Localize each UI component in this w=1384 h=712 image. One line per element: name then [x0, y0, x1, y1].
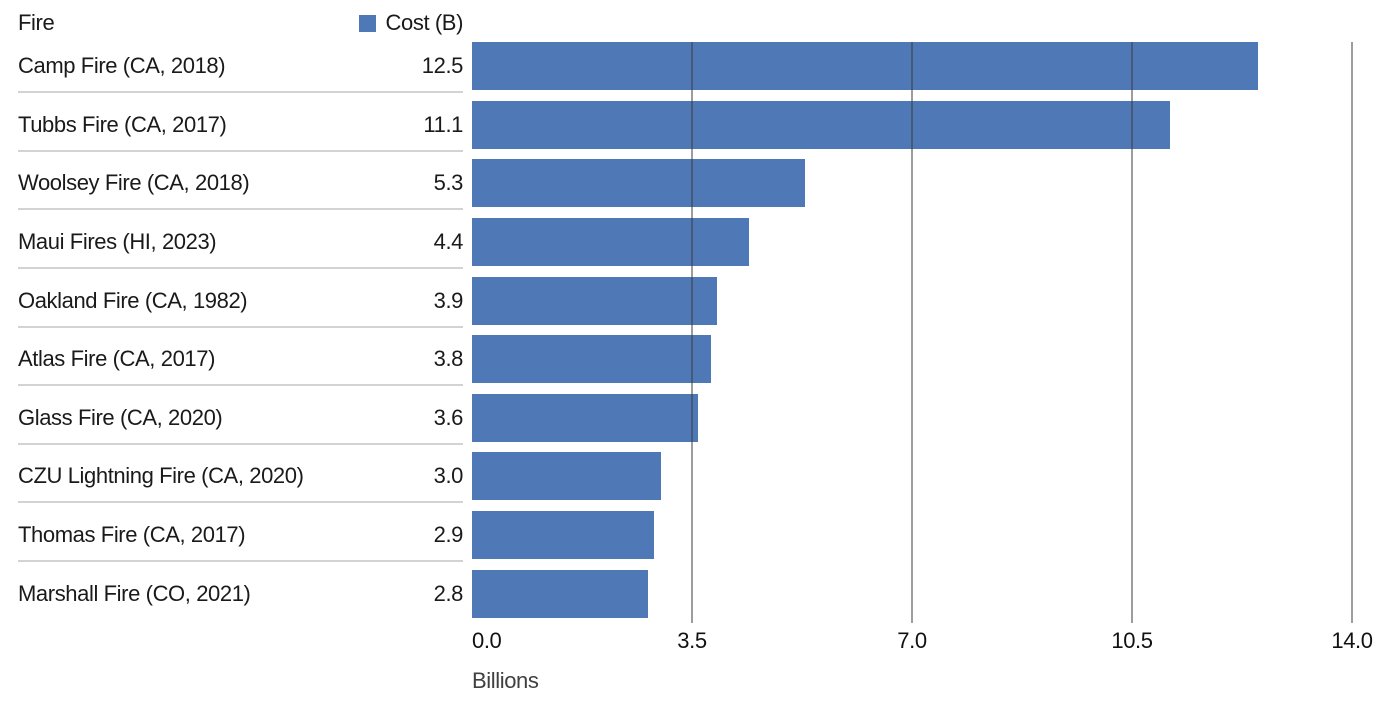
- row-divider: [18, 267, 463, 269]
- cost-bar: [472, 101, 1170, 149]
- table-row: Atlas Fire (CA, 2017) 3.8: [18, 335, 463, 383]
- fire-name-label: Maui Fires (HI, 2023): [18, 229, 217, 254]
- row-divider: [18, 443, 463, 445]
- cost-value-label: 3.6: [433, 405, 464, 430]
- cost-value-label: 3.0: [433, 463, 464, 488]
- legend-swatch-icon: [358, 14, 376, 32]
- vertical-gridline: [1351, 42, 1353, 623]
- cost-bar: [472, 277, 717, 325]
- cost-value-label: 2.8: [433, 581, 464, 606]
- fire-name-label: Thomas Fire (CA, 2017): [18, 522, 246, 547]
- cost-bar: [472, 452, 661, 500]
- table-row: Tubbs Fire (CA, 2017) 11.1: [18, 101, 463, 149]
- cost-bar: [472, 42, 1258, 90]
- vertical-gridline: [911, 42, 913, 623]
- x-axis-tick-label: 0.0: [472, 628, 502, 653]
- row-divider: [18, 560, 463, 562]
- x-axis-title: Billions: [472, 668, 539, 693]
- table-row: CZU Lightning Fire (CA, 2020) 3.0: [18, 452, 463, 500]
- cost-value-label: 4.4: [433, 229, 464, 254]
- chart-header-row: Fire Cost (B): [18, 8, 463, 38]
- fire-name-label: Tubbs Fire (CA, 2017): [18, 112, 227, 137]
- legend: Cost (B): [358, 10, 464, 36]
- fire-name-label: Camp Fire (CA, 2018): [18, 53, 226, 78]
- x-axis-tick-label: 3.5: [677, 628, 707, 653]
- cost-value-label: 12.5: [421, 53, 464, 78]
- cost-value-label: 11.1: [423, 112, 463, 137]
- cost-bar: [472, 335, 711, 383]
- fire-name-label: CZU Lightning Fire (CA, 2020): [18, 463, 304, 488]
- cost-bar: [472, 394, 698, 442]
- table-row: Maui Fires (HI, 2023) 4.4: [18, 218, 463, 266]
- fire-name-label: Marshall Fire (CO, 2021): [18, 581, 251, 606]
- legend-label: Cost (B): [385, 10, 464, 35]
- fire-name-label: Atlas Fire (CA, 2017): [18, 346, 216, 371]
- row-divider: [18, 501, 463, 503]
- cost-bar: [472, 511, 654, 559]
- fire-name-label: Oakland Fire (CA, 1982): [18, 288, 248, 313]
- fire-name-label: Glass Fire (CA, 2020): [18, 405, 223, 430]
- fire-name-label: Woolsey Fire (CA, 2018): [18, 170, 250, 195]
- vertical-gridline: [691, 42, 693, 623]
- table-row: Marshall Fire (CO, 2021) 2.8: [18, 570, 463, 618]
- row-divider: [18, 208, 463, 210]
- column-header-fire: Fire: [18, 10, 55, 35]
- row-divider: [18, 326, 463, 328]
- table-row: Thomas Fire (CA, 2017) 2.9: [18, 511, 463, 559]
- cost-value-label: 2.9: [433, 522, 464, 547]
- table-row: Glass Fire (CA, 2020) 3.6: [18, 394, 463, 442]
- x-axis-tick-label: 14.0: [1331, 628, 1373, 653]
- cost-value-label: 5.3: [433, 170, 464, 195]
- table-row: Camp Fire (CA, 2018) 12.5: [18, 42, 463, 90]
- x-axis-tick-label: 7.0: [897, 628, 927, 653]
- row-divider: [18, 384, 463, 386]
- x-axis-tick-label: 10.5: [1111, 628, 1153, 653]
- cost-bar: [472, 159, 805, 207]
- row-divider: [18, 91, 463, 93]
- cost-value-label: 3.9: [433, 288, 464, 313]
- row-divider: [18, 150, 463, 152]
- cost-value-label: 3.8: [433, 346, 464, 371]
- cost-bar: [472, 218, 749, 266]
- cost-bar: [472, 570, 648, 618]
- table-row: Oakland Fire (CA, 1982) 3.9: [18, 277, 463, 325]
- vertical-gridline: [1131, 42, 1133, 623]
- table-row: Woolsey Fire (CA, 2018) 5.3: [18, 159, 463, 207]
